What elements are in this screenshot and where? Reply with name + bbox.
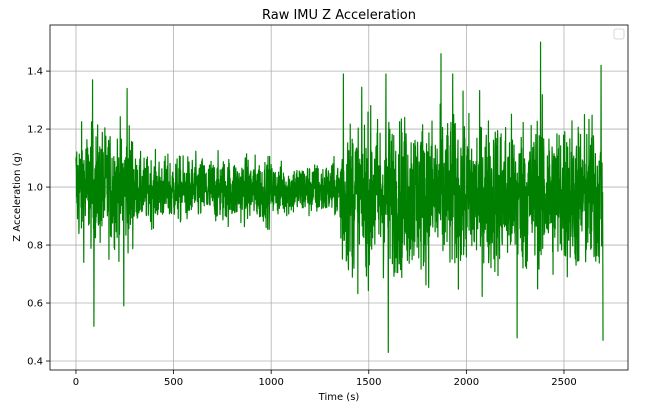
x-axis: 0 500 1000 1500 2000 2500 — [73, 370, 577, 388]
y-axis: 0.4 0.6 0.8 1.0 1.2 1.4 — [27, 67, 50, 368]
x-axis-label: Time (s) — [318, 392, 360, 403]
x-tick-label: 1000 — [258, 377, 283, 388]
legend-box — [613, 28, 625, 40]
x-tick-label: 2500 — [551, 377, 576, 388]
x-tick-label: 0 — [73, 377, 79, 388]
y-axis-label: Z Acceleration (g) — [12, 152, 23, 242]
x-tick-label: 500 — [164, 377, 183, 388]
y-tick-label: 1.0 — [27, 183, 43, 194]
y-tick-label: 1.2 — [27, 125, 43, 136]
y-tick-label: 1.4 — [27, 67, 43, 78]
y-tick-label: 0.4 — [27, 357, 43, 368]
x-tick-label: 1500 — [356, 377, 381, 388]
series-layer — [75, 41, 604, 353]
y-tick-label: 0.6 — [27, 299, 43, 310]
chart-title: Raw IMU Z Acceleration — [262, 8, 416, 23]
plot-frame — [49, 24, 629, 371]
y-tick-label: 0.8 — [27, 241, 43, 252]
series-line-z-acceleration — [75, 41, 604, 353]
x-tick-label: 2000 — [454, 377, 479, 388]
